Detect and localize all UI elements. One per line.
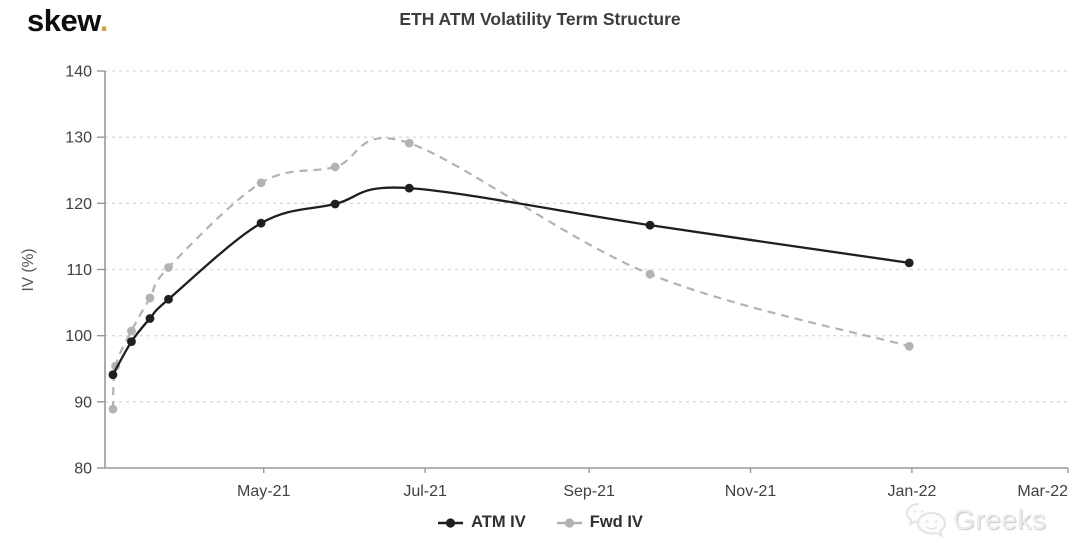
- data-point-atm-iv[interactable]: [127, 337, 136, 347]
- chart-title: ETH ATM Volatility Term Structure: [399, 9, 681, 29]
- data-point-fwd-iv[interactable]: [127, 326, 136, 336]
- data-point-fwd-iv[interactable]: [330, 162, 340, 172]
- watermark-label: Greeks: [953, 504, 1047, 535]
- chat-bubbles-icon: [905, 503, 947, 538]
- x-axis-tick-label: May-21: [237, 483, 290, 500]
- data-point-fwd-iv[interactable]: [256, 178, 266, 188]
- data-point-atm-iv[interactable]: [145, 314, 155, 323]
- axis-line: [104, 71, 1068, 469]
- y-axis-tick-label: 130: [65, 130, 92, 147]
- data-point-fwd-iv[interactable]: [108, 404, 118, 414]
- y-axis-label: IV (%): [20, 248, 37, 291]
- y-axis-tick-label: 140: [65, 64, 92, 81]
- data-point-atm-iv[interactable]: [330, 199, 340, 209]
- data-point-atm-iv[interactable]: [645, 220, 655, 230]
- data-point-fwd-iv[interactable]: [645, 269, 655, 279]
- legend-marker-line-dot-icon: [438, 517, 464, 528]
- data-point-atm-iv[interactable]: [256, 218, 266, 228]
- skew-logo-dot: .: [99, 3, 109, 38]
- data-point-fwd-iv[interactable]: [145, 293, 155, 303]
- data-point-atm-iv[interactable]: [404, 183, 414, 193]
- x-axis-tick-label: Jul-21: [403, 483, 447, 500]
- data-point-atm-iv[interactable]: [164, 294, 173, 304]
- data-point-fwd-iv[interactable]: [164, 263, 173, 272]
- y-axis-tick-label: 80: [74, 461, 92, 478]
- series-line-atm-iv: [111, 186, 910, 376]
- skew-logo-text: skew: [27, 3, 100, 38]
- x-axis-tick-label: Sep-21: [563, 483, 615, 500]
- legend-label: Fwd IV: [589, 513, 643, 531]
- data-point-atm-iv[interactable]: [904, 258, 914, 268]
- y-axis-tick-label: 110: [66, 262, 92, 279]
- greeks-watermark: Greeks: [903, 501, 1046, 539]
- series-line-fwd-iv: [111, 137, 910, 410]
- data-point-atm-iv[interactable]: [108, 370, 118, 380]
- y-axis-tick-label: 90: [74, 394, 92, 411]
- data-point-fwd-iv[interactable]: [404, 138, 414, 148]
- legend-label: ATM IV: [471, 513, 526, 531]
- skew-logo: skew.: [27, 2, 108, 39]
- data-point-fwd-iv[interactable]: [904, 341, 914, 351]
- chart-legend: ATM IV Fwd IV: [0, 513, 1080, 532]
- x-axis-tick-label: Nov-21: [725, 483, 777, 500]
- x-axis-tick-label: Mar-22: [1017, 483, 1068, 500]
- y-axis-tick-label: 120: [65, 196, 92, 213]
- legend-item[interactable]: Fwd IV: [556, 513, 643, 532]
- y-axis-tick-label: 100: [65, 328, 92, 345]
- legend-marker-line-dot-icon: [556, 517, 582, 528]
- legend-item[interactable]: ATM IV: [437, 513, 526, 532]
- x-axis-tick-label: Jan-22: [887, 483, 936, 500]
